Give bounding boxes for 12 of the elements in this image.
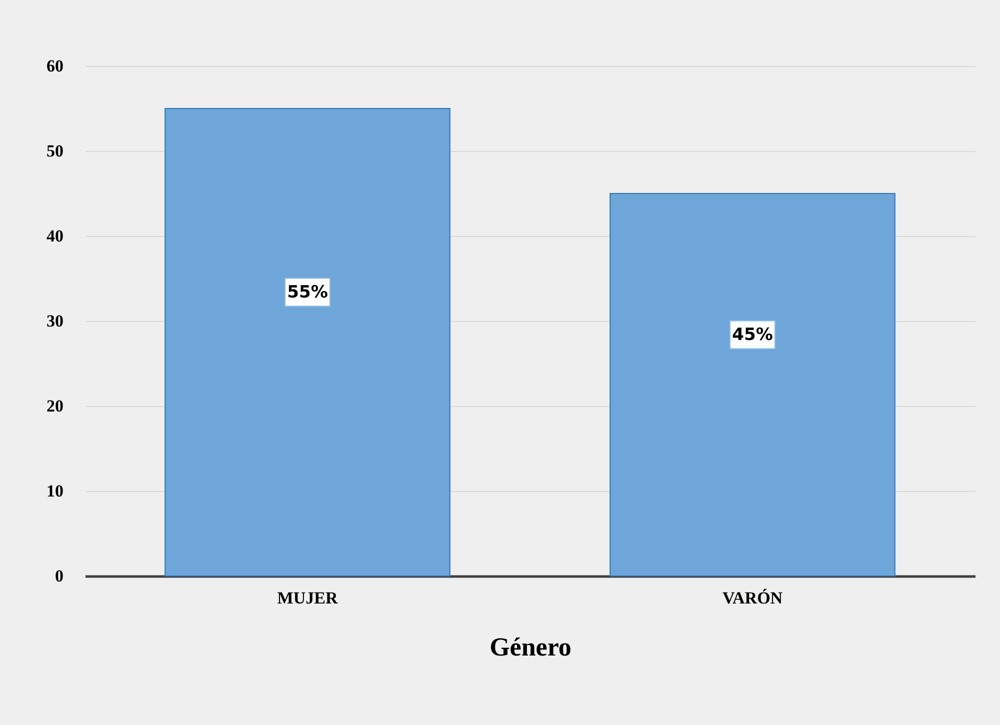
- y-tick-label: 40: [46, 226, 64, 246]
- x-tick-label: VARÓN: [722, 588, 784, 608]
- x-tick-label: MUJER: [277, 588, 338, 608]
- y-tick-label: 10: [46, 482, 64, 500]
- y-tick-label: 20: [46, 396, 64, 416]
- data-label: 55%: [287, 282, 328, 302]
- y-tick-label: 60: [46, 56, 64, 76]
- y-tick-label: 0: [55, 566, 64, 586]
- y-tick-label: 30: [46, 312, 64, 330]
- data-label: 45%: [732, 324, 773, 345]
- y-tick-label: 50: [46, 142, 64, 160]
- x-axis-title: Género: [490, 632, 572, 662]
